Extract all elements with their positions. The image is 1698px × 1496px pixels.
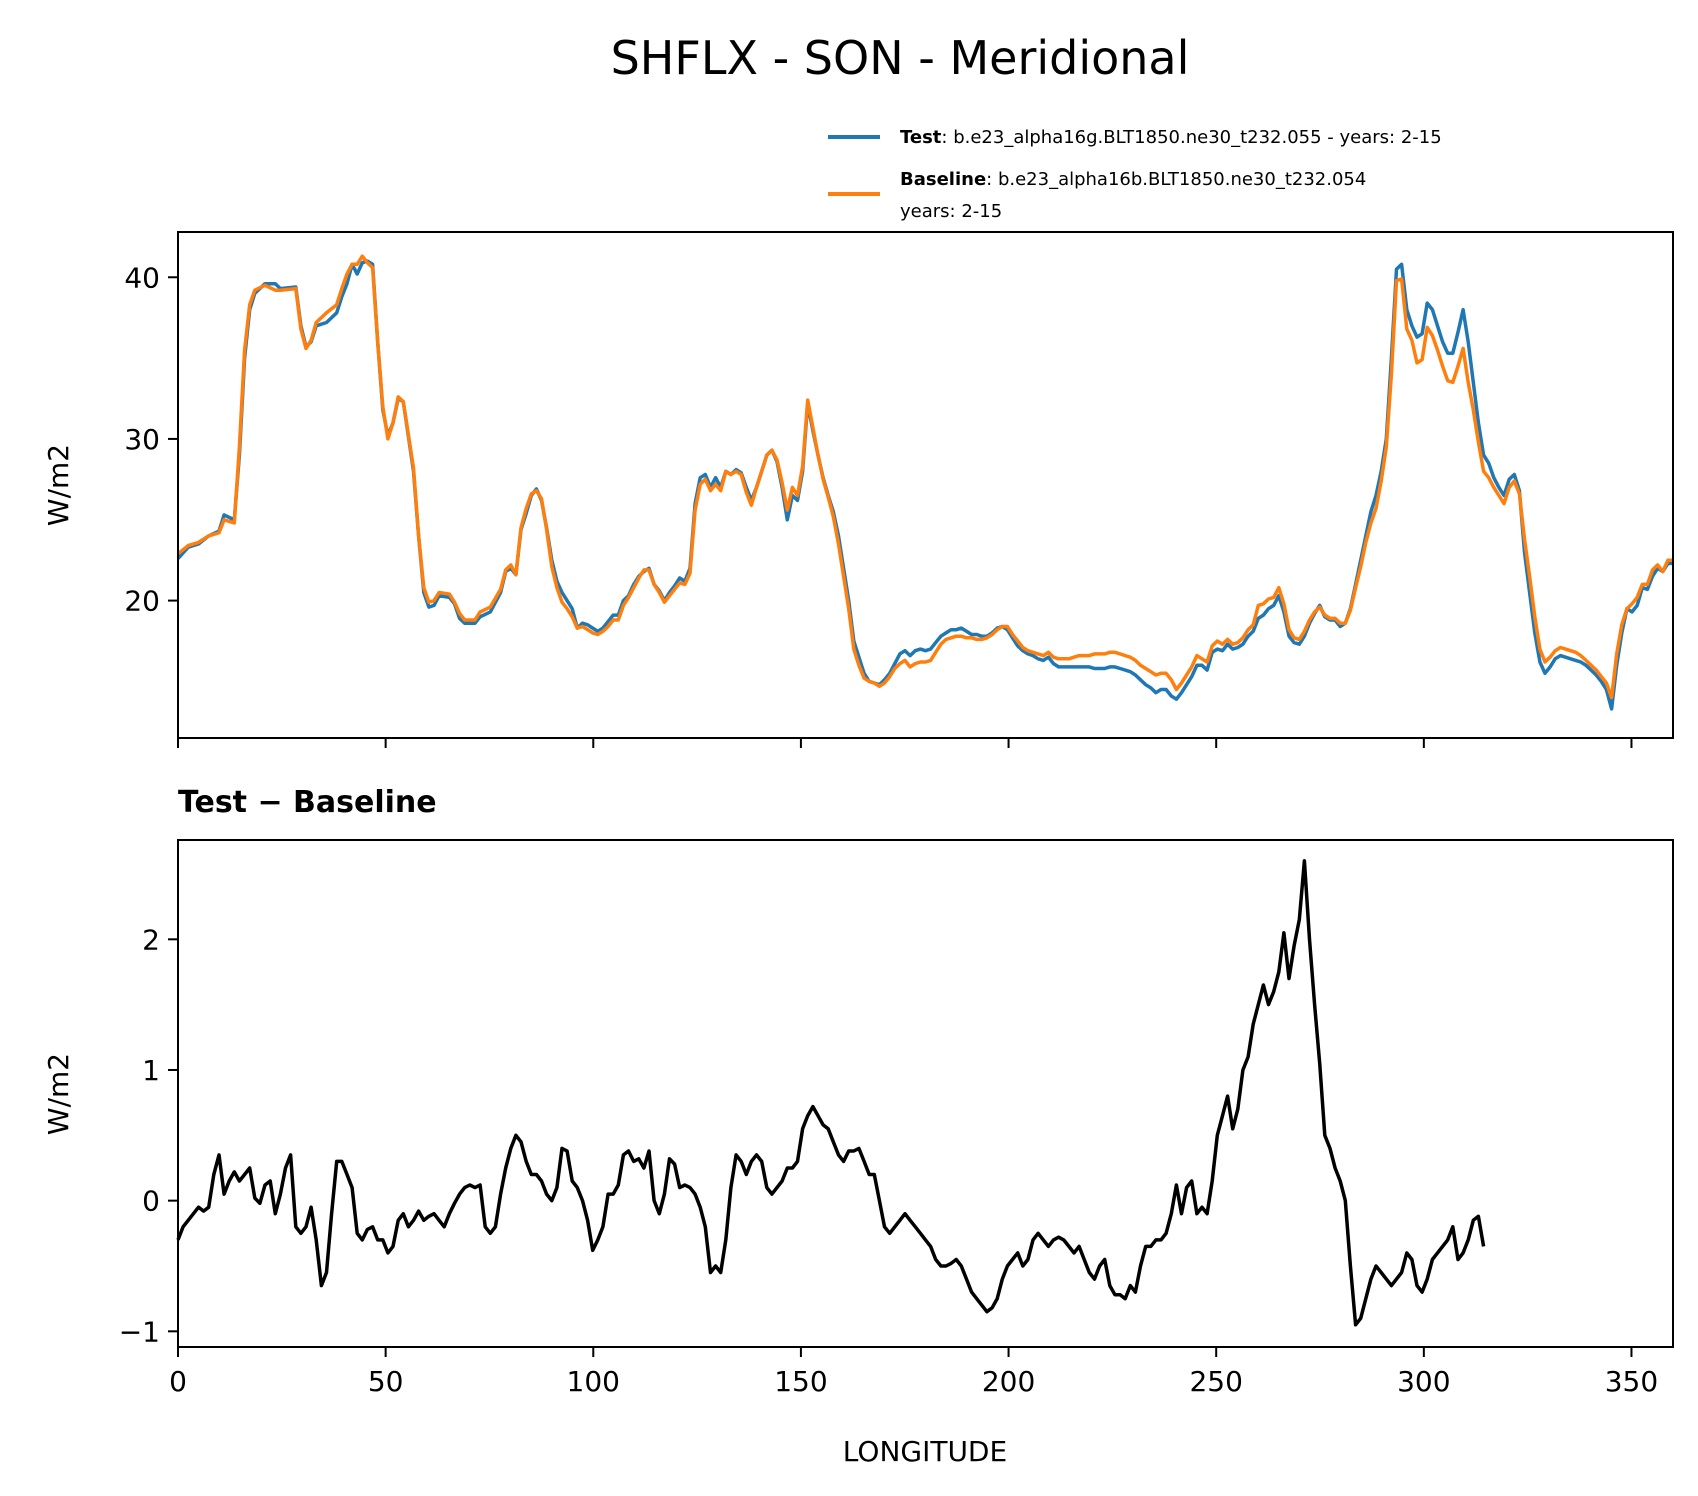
bottom-x-tick-label-0: 0 [169, 1365, 187, 1398]
legend-name-baseline: Baseline [900, 169, 986, 190]
bottom-y-axis-label: W/m2 [42, 1053, 75, 1135]
legend-desc2-baseline: years: 2-15 [900, 201, 1002, 222]
top-series-line-test [176, 259, 1673, 711]
legend-entry-test: Test: b.e23_alpha16g.BLT1850.ne30_t232.0… [900, 127, 1442, 148]
bottom-axes-frame [177, 839, 1674, 1348]
bottom-x-tick-label-50: 50 [368, 1365, 404, 1398]
top-y-tick-label-1: 30 [124, 423, 160, 456]
bottom-x-tick-label-100: 100 [567, 1365, 620, 1398]
bottom-plot-area [176, 859, 1486, 1327]
figure-title: SHFLX - SON - Meridional [611, 31, 1190, 85]
bottom-panel: Test − Baseline 0 50 100 150 200 250 300 350 −1… [42, 785, 1674, 1468]
top-series-line-baseline [176, 254, 1673, 700]
legend-entry-baseline: Baseline: b.e23_alpha16b.BLT1850.ne30_t2… [900, 169, 1366, 190]
x-axis-label: LONGITUDE [843, 1435, 1007, 1468]
bottom-x-tick-label-250: 250 [1189, 1365, 1242, 1398]
legend-desc-baseline: : b.e23_alpha16b.BLT1850.ne30_t232.054 [986, 169, 1366, 190]
top-plot-area [176, 254, 1673, 711]
top-y-tick-label-2: 40 [124, 261, 160, 294]
bottom-y-tick-label-2: 1 [142, 1054, 160, 1087]
bottom-x-tick-label-200: 200 [982, 1365, 1035, 1398]
top-axes-frame [177, 231, 1674, 739]
top-y-tick-label-0: 20 [124, 585, 160, 618]
bottom-x-tick-label-350: 350 [1605, 1365, 1658, 1398]
bottom-y-tick-label-0: −1 [119, 1315, 160, 1348]
top-x-ticks [177, 738, 1633, 748]
legend-desc-test: : b.e23_alpha16g.BLT1850.ne30_t232.055 -… [941, 127, 1441, 148]
bottom-x-tick-label-300: 300 [1397, 1365, 1450, 1398]
bottom-x-tick-label-150: 150 [774, 1365, 827, 1398]
top-panel: 20 30 40 W/m2 [42, 231, 1674, 748]
bottom-y-tick-label-3: 2 [142, 923, 160, 956]
bottom-panel-title: Test − Baseline [178, 785, 437, 820]
bottom-x-ticks: 0 50 100 150 200 250 300 350 [169, 1347, 1658, 1398]
top-y-axis-label: W/m2 [42, 444, 75, 526]
bottom-y-tick-label-1: 0 [142, 1185, 160, 1218]
top-y-ticks: 20 30 40 [124, 261, 178, 618]
bottom-series-line-diff [176, 859, 1486, 1327]
legend-name-test: Test [900, 127, 942, 148]
bottom-y-ticks: −1 0 1 2 [119, 923, 178, 1348]
legend: Test: b.e23_alpha16g.BLT1850.ne30_t232.0… [828, 127, 1442, 222]
